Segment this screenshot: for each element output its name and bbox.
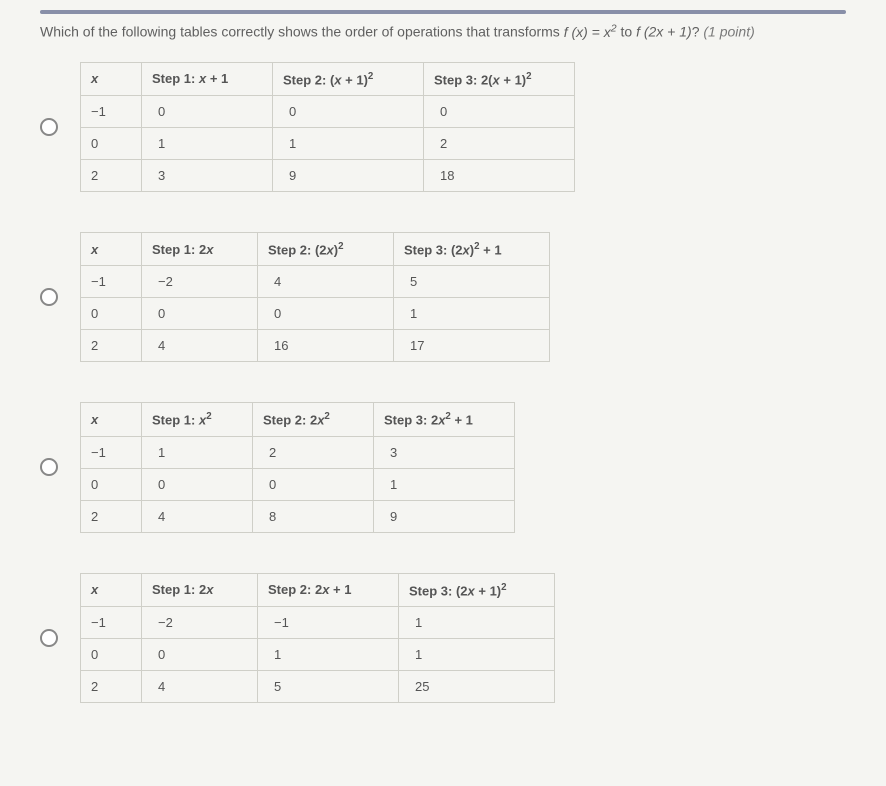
option-table: xStep 1: 2xStep 2: 2x + 1Step 3: (2x + 1… bbox=[80, 573, 555, 703]
table-row: 241617 bbox=[81, 330, 550, 362]
table-cell: 2 bbox=[253, 436, 374, 468]
table-cell: 0 bbox=[142, 638, 258, 670]
option-table: xStep 1: x2Step 2: 2x2Step 3: 2x2 + 1−11… bbox=[80, 402, 515, 532]
radio-option[interactable] bbox=[40, 118, 58, 136]
q-prefix: Which of the following tables correctly … bbox=[40, 24, 564, 40]
table-cell: −1 bbox=[258, 606, 399, 638]
table-cell: 0 bbox=[142, 95, 273, 127]
top-divider bbox=[40, 10, 846, 14]
table-row: −1123 bbox=[81, 436, 515, 468]
table-row: −1000 bbox=[81, 95, 575, 127]
choice-block: xStep 1: x2Step 2: 2x2Step 3: 2x2 + 1−11… bbox=[40, 402, 846, 532]
table-header: Step 1: 2x bbox=[142, 573, 258, 606]
table-cell: 0 bbox=[142, 298, 258, 330]
table-header: Step 1: x2 bbox=[142, 403, 253, 436]
table-cell: 17 bbox=[394, 330, 550, 362]
table-header: Step 1: x + 1 bbox=[142, 62, 273, 95]
radio-option[interactable] bbox=[40, 288, 58, 306]
table-row: 0011 bbox=[81, 638, 555, 670]
choice-block: xStep 1: 2xStep 2: 2x + 1Step 3: (2x + 1… bbox=[40, 573, 846, 703]
table-header: Step 3: 2(x + 1)2 bbox=[424, 62, 575, 95]
table-cell: 4 bbox=[258, 266, 394, 298]
table-cell: 2 bbox=[81, 670, 142, 702]
option-table: xStep 1: x + 1Step 2: (x + 1)2Step 3: 2(… bbox=[80, 62, 575, 192]
table-row: 24525 bbox=[81, 670, 555, 702]
table-header: Step 1: 2x bbox=[142, 232, 258, 265]
table-cell: −2 bbox=[142, 266, 258, 298]
table-cell: 0 bbox=[424, 95, 575, 127]
table-cell: −2 bbox=[142, 606, 258, 638]
table-cell: −1 bbox=[81, 436, 142, 468]
table-cell: 18 bbox=[424, 159, 575, 191]
table-cell: 8 bbox=[253, 500, 374, 532]
table-header: Step 2: (2x)2 bbox=[258, 232, 394, 265]
table-cell: 9 bbox=[273, 159, 424, 191]
table-cell: 0 bbox=[81, 127, 142, 159]
table-cell: 0 bbox=[253, 468, 374, 500]
table-cell: 1 bbox=[399, 638, 555, 670]
table-row: 2489 bbox=[81, 500, 515, 532]
table-row: −1−2−11 bbox=[81, 606, 555, 638]
table-header: Step 3: (2x)2 + 1 bbox=[394, 232, 550, 265]
table-cell: 1 bbox=[399, 606, 555, 638]
choice-list: xStep 1: x + 1Step 2: (x + 1)2Step 3: 2(… bbox=[40, 62, 846, 703]
page-wrap: Which of the following tables correctly … bbox=[0, 0, 886, 703]
table-cell: 16 bbox=[258, 330, 394, 362]
table-row: 23918 bbox=[81, 159, 575, 191]
table-cell: 3 bbox=[142, 159, 273, 191]
q-fx: f (x) = x2 bbox=[564, 24, 617, 40]
option-table: xStep 1: 2xStep 2: (2x)2Step 3: (2x)2 + … bbox=[80, 232, 550, 362]
table-header: x bbox=[81, 573, 142, 606]
table-row: 0112 bbox=[81, 127, 575, 159]
table-header: Step 2: 2x2 bbox=[253, 403, 374, 436]
table-cell: 2 bbox=[424, 127, 575, 159]
table-cell: 0 bbox=[81, 298, 142, 330]
table-row: 0001 bbox=[81, 468, 515, 500]
choice-block: xStep 1: 2xStep 2: (2x)2Step 3: (2x)2 + … bbox=[40, 232, 846, 362]
table-cell: 9 bbox=[374, 500, 515, 532]
table-cell: −1 bbox=[81, 266, 142, 298]
q-f2x1: f (2x + 1) bbox=[636, 24, 692, 40]
table-cell: 0 bbox=[273, 95, 424, 127]
table-header: Step 2: (x + 1)2 bbox=[273, 62, 424, 95]
radio-option[interactable] bbox=[40, 458, 58, 476]
table-cell: 4 bbox=[142, 500, 253, 532]
table-cell: 0 bbox=[258, 298, 394, 330]
q-suffix: ? bbox=[692, 24, 704, 40]
question-text: Which of the following tables correctly … bbox=[40, 22, 846, 40]
table-cell: 5 bbox=[258, 670, 399, 702]
table-cell: 1 bbox=[394, 298, 550, 330]
table-cell: 2 bbox=[81, 330, 142, 362]
table-header: x bbox=[81, 232, 142, 265]
table-row: −1−245 bbox=[81, 266, 550, 298]
table-cell: 25 bbox=[399, 670, 555, 702]
table-header: Step 3: 2x2 + 1 bbox=[374, 403, 515, 436]
table-cell: 4 bbox=[142, 330, 258, 362]
table-cell: 1 bbox=[258, 638, 399, 670]
table-header: x bbox=[81, 62, 142, 95]
table-cell: 1 bbox=[142, 436, 253, 468]
table-cell: 1 bbox=[142, 127, 273, 159]
choice-block: xStep 1: x + 1Step 2: (x + 1)2Step 3: 2(… bbox=[40, 62, 846, 192]
table-cell: 4 bbox=[142, 670, 258, 702]
table-cell: 1 bbox=[273, 127, 424, 159]
table-cell: 0 bbox=[81, 468, 142, 500]
q-points: (1 point) bbox=[703, 24, 754, 40]
table-cell: 5 bbox=[394, 266, 550, 298]
q-mid: to bbox=[620, 24, 636, 40]
table-cell: 0 bbox=[142, 468, 253, 500]
table-cell: 0 bbox=[81, 638, 142, 670]
radio-option[interactable] bbox=[40, 629, 58, 647]
table-cell: −1 bbox=[81, 606, 142, 638]
table-header: Step 2: 2x + 1 bbox=[258, 573, 399, 606]
table-row: 0001 bbox=[81, 298, 550, 330]
table-header: Step 3: (2x + 1)2 bbox=[399, 573, 555, 606]
table-cell: 2 bbox=[81, 159, 142, 191]
table-cell: 2 bbox=[81, 500, 142, 532]
table-cell: −1 bbox=[81, 95, 142, 127]
table-header: x bbox=[81, 403, 142, 436]
table-cell: 3 bbox=[374, 436, 515, 468]
table-cell: 1 bbox=[374, 468, 515, 500]
